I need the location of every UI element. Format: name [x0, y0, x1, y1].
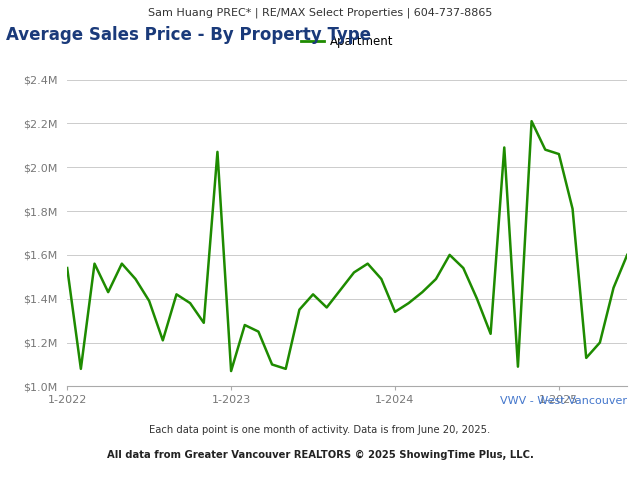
Text: Sam Huang PREC* | RE/MAX Select Properties | 604-737-8865: Sam Huang PREC* | RE/MAX Select Properti… [148, 8, 492, 18]
Legend: Apartment: Apartment [296, 31, 399, 53]
Text: Average Sales Price - By Property Type: Average Sales Price - By Property Type [6, 26, 371, 45]
Text: Each data point is one month of activity. Data is from June 20, 2025.: Each data point is one month of activity… [149, 425, 491, 435]
Text: VWV - West Vancouver: VWV - West Vancouver [500, 396, 627, 406]
Text: All data from Greater Vancouver REALTORS © 2025 ShowingTime Plus, LLC.: All data from Greater Vancouver REALTORS… [107, 450, 533, 460]
